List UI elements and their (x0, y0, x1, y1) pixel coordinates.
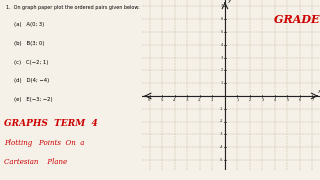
Text: GRADE 8: GRADE 8 (274, 14, 320, 25)
Text: -5: -5 (220, 158, 223, 162)
Text: Plotting   Points  On  a: Plotting Points On a (4, 140, 85, 147)
Text: 4: 4 (274, 98, 276, 102)
Text: (e)   E(−3; −2): (e) E(−3; −2) (14, 97, 53, 102)
Text: 2: 2 (249, 98, 251, 102)
Text: -1: -1 (220, 107, 223, 111)
Text: -2: -2 (198, 98, 202, 102)
Text: x: x (317, 89, 320, 94)
Text: 4: 4 (221, 43, 223, 47)
Text: -4: -4 (173, 98, 177, 102)
Text: Cartesian    Plane: Cartesian Plane (4, 158, 68, 166)
Text: 1: 1 (221, 81, 223, 85)
Text: -4: -4 (220, 145, 223, 149)
Text: -6: -6 (148, 98, 152, 102)
Text: -2: -2 (220, 120, 223, 123)
Text: 5: 5 (286, 98, 289, 102)
Text: (c)   C(−2; 1): (c) C(−2; 1) (14, 60, 49, 65)
Text: GRAPHS  TERM  4: GRAPHS TERM 4 (4, 119, 98, 128)
Text: 1: 1 (236, 98, 239, 102)
Text: -3: -3 (186, 98, 189, 102)
Text: 6: 6 (299, 98, 301, 102)
Text: 3: 3 (261, 98, 264, 102)
Text: 6: 6 (221, 17, 223, 21)
Text: -1: -1 (211, 98, 214, 102)
Text: -5: -5 (161, 98, 164, 102)
Text: 7: 7 (221, 4, 223, 8)
Text: (b)   B(3; 0): (b) B(3; 0) (14, 41, 44, 46)
Text: 7: 7 (311, 98, 314, 102)
Text: 5: 5 (221, 30, 223, 34)
Text: 3: 3 (221, 56, 223, 60)
Text: (a)   A(0; 3): (a) A(0; 3) (14, 22, 44, 27)
Text: 1.  On graph paper plot the ordered pairs given below:: 1. On graph paper plot the ordered pairs… (6, 5, 140, 10)
Text: y: y (227, 0, 231, 3)
Text: (d)   D(4; −4): (d) D(4; −4) (14, 78, 50, 83)
Text: 2: 2 (221, 68, 223, 72)
Text: -3: -3 (220, 132, 223, 136)
